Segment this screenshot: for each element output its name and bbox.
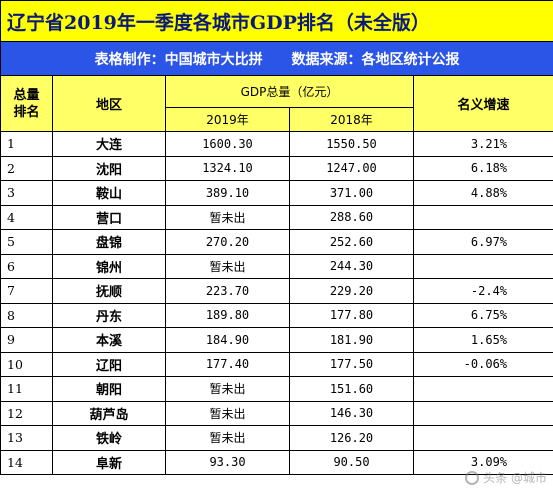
table-row: 4 营口 暂未出 288.60 [0, 204, 553, 230]
growth-cell: 6.18% [412, 155, 553, 181]
gdp-2019-cell: 270.20 [165, 229, 290, 255]
table-row: 14 阜新 93.30 90.50 3.09% [0, 449, 553, 475]
gdp-2019-cell: 389.10 [165, 180, 290, 206]
table-row: 1 大连 1600.30 1550.50 3.21% [0, 131, 553, 157]
gdp-2019-cell: 暂未出 [165, 376, 290, 402]
table-row: 5 盘锦 270.20 252.60 6.97% [0, 229, 553, 255]
header-region: 地区 [52, 75, 166, 132]
gdp-2018-cell: 252.60 [289, 229, 414, 255]
table-subtitle: 表格制作：中国城市大比拼 数据来源：各地区统计公报 [0, 41, 553, 76]
table-row: 10 辽阳 177.40 177.50 -0.06% [0, 351, 553, 377]
growth-cell [412, 204, 553, 230]
gdp-2018-cell: 146.30 [289, 400, 414, 426]
city-cell: 丹东 [52, 302, 166, 328]
header-year-2018: 2018年 [289, 107, 414, 132]
rank-cell: 2 [0, 155, 53, 181]
header-gdp-total: GDP总量（亿元） [165, 75, 414, 108]
growth-cell: 4.88% [412, 180, 553, 206]
rank-cell: 8 [0, 302, 53, 328]
gdp-2018-cell: 90.50 [289, 449, 414, 475]
gdp-2019-cell: 93.30 [165, 449, 290, 475]
rank-cell: 10 [0, 351, 53, 377]
city-cell: 鞍山 [52, 180, 166, 206]
gdp-2018-cell: 177.50 [289, 351, 414, 377]
city-cell: 铁岭 [52, 425, 166, 451]
header-growth: 名义增速 [412, 75, 553, 132]
gdp-2018-cell: 371.00 [289, 180, 414, 206]
growth-cell: 1.65% [412, 327, 553, 353]
rank-cell: 4 [0, 204, 53, 230]
city-cell: 营口 [52, 204, 166, 230]
gdp-2019-cell: 189.80 [165, 302, 290, 328]
gdp-2019-cell: 184.90 [165, 327, 290, 353]
table-row: 8 丹东 189.80 177.80 6.75% [0, 302, 553, 328]
table-row: 2 沈阳 1324.10 1247.00 6.18% [0, 155, 553, 181]
gdp-2018-cell: 177.80 [289, 302, 414, 328]
city-cell: 沈阳 [52, 155, 166, 181]
header-rank: 总量排名 [0, 75, 53, 132]
growth-cell: -0.06% [412, 351, 553, 377]
growth-cell: -2.4% [412, 278, 553, 304]
gdp-2019-cell: 177.40 [165, 351, 290, 377]
growth-cell [412, 376, 553, 402]
rank-cell: 13 [0, 425, 53, 451]
city-cell: 辽阳 [52, 351, 166, 377]
rank-cell: 11 [0, 376, 53, 402]
rank-cell: 7 [0, 278, 53, 304]
table-row: 9 本溪 184.90 181.90 1.65% [0, 327, 553, 353]
rank-cell: 6 [0, 253, 53, 279]
gdp-2019-cell: 暂未出 [165, 400, 290, 426]
city-cell: 抚顺 [52, 278, 166, 304]
gdp-2018-cell: 288.60 [289, 204, 414, 230]
growth-cell [412, 425, 553, 451]
rank-cell: 5 [0, 229, 53, 255]
city-cell: 锦州 [52, 253, 166, 279]
gdp-2019-cell: 暂未出 [165, 204, 290, 230]
city-cell: 朝阳 [52, 376, 166, 402]
table-row: 13 铁岭 暂未出 126.20 [0, 425, 553, 451]
growth-cell: 6.97% [412, 229, 553, 255]
growth-cell [412, 400, 553, 426]
data-source-note: 数据来源：各地区统计公报 [291, 51, 460, 68]
table-row: 12 葫芦岛 暂未出 146.30 [0, 400, 553, 426]
gdp-2018-cell: 126.20 [289, 425, 414, 451]
city-cell: 阜新 [52, 449, 166, 475]
table-maker-note: 表格制作：中国城市大比拼 [94, 51, 263, 68]
city-cell: 葫芦岛 [52, 400, 166, 426]
growth-cell: 3.09% [412, 449, 553, 475]
watermark: 头条 @城市 [465, 469, 547, 486]
table-row: 7 抚顺 223.70 229.20 -2.4% [0, 278, 553, 304]
gdp-2018-cell: 1550.50 [289, 131, 414, 157]
watermark-text: 头条 @城市 [483, 471, 547, 485]
gdp-table: 辽宁省2019年一季度各城市GDP排名（未全版） 表格制作：中国城市大比拼 数据… [0, 0, 553, 475]
rank-cell: 1 [0, 131, 53, 157]
city-cell: 盘锦 [52, 229, 166, 255]
rank-cell: 14 [0, 449, 53, 475]
growth-cell [412, 253, 553, 279]
table-row: 3 鞍山 389.10 371.00 4.88% [0, 180, 553, 206]
watermark-logo-icon [465, 470, 480, 485]
gdp-2019-cell: 1600.30 [165, 131, 290, 157]
gdp-2018-cell: 151.60 [289, 376, 414, 402]
city-cell: 本溪 [52, 327, 166, 353]
gdp-2018-cell: 1247.00 [289, 155, 414, 181]
growth-cell: 6.75% [412, 302, 553, 328]
growth-cell: 3.21% [412, 131, 553, 157]
city-cell: 大连 [52, 131, 166, 157]
gdp-2018-cell: 229.20 [289, 278, 414, 304]
rank-cell: 12 [0, 400, 53, 426]
gdp-2018-cell: 244.30 [289, 253, 414, 279]
table-row: 11 朝阳 暂未出 151.60 [0, 376, 553, 402]
gdp-2019-cell: 1324.10 [165, 155, 290, 181]
table-row: 6 锦州 暂未出 244.30 [0, 253, 553, 279]
gdp-2019-cell: 223.70 [165, 278, 290, 304]
header-year-2019: 2019年 [165, 107, 290, 132]
rank-cell: 9 [0, 327, 53, 353]
gdp-2019-cell: 暂未出 [165, 253, 290, 279]
rank-cell: 3 [0, 180, 53, 206]
table-title: 辽宁省2019年一季度各城市GDP排名（未全版） [0, 0, 553, 42]
gdp-2019-cell: 暂未出 [165, 425, 290, 451]
gdp-2018-cell: 181.90 [289, 327, 414, 353]
